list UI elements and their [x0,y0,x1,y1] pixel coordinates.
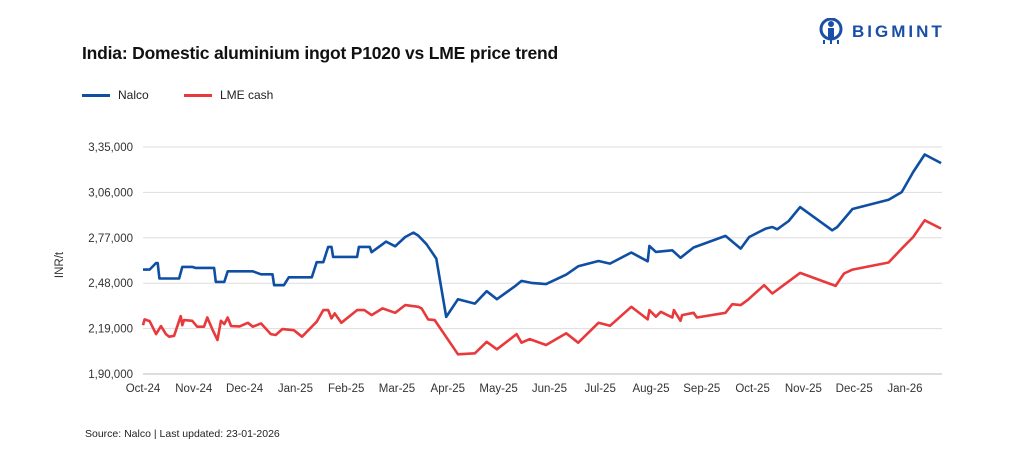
legend-swatch-lme [184,93,212,97]
x-tick-label: Mar-25 [379,383,415,395]
y-tick-label: 1,90,000 [88,369,133,381]
x-tick-label: Jan-25 [278,383,313,395]
x-tick-label: Apr-25 [431,383,466,395]
y-axis-label: INR/t [54,251,66,278]
y-tick-label: 3,06,000 [88,187,133,199]
x-tick-label: Oct-25 [735,383,770,395]
legend-label-lme: LME cash [220,88,274,102]
legend-label-nalco: Nalco [118,88,149,102]
y-tick-label: 2,48,000 [88,278,133,290]
source-note: Source: Nalco | Last updated: 23-01-2026 [85,428,280,440]
x-tick-label: Dec-25 [836,383,873,395]
x-tick-label: Feb-25 [328,383,364,395]
legend-item-lme: LME cash [184,88,273,102]
x-tick-label: Dec-24 [226,383,264,395]
x-tick-label: Jan-26 [887,383,922,395]
legend-swatch-nalco [82,93,110,97]
y-tick-label: 2,19,000 [88,324,133,336]
x-tick-label: May-25 [479,383,517,395]
x-tick-label: Oct-24 [126,383,161,395]
x-tick-label: Nov-25 [785,383,822,395]
x-tick-label: Jul-25 [585,383,616,395]
x-tick-label: Sep-25 [683,383,720,395]
x-tick-label: Aug-25 [632,383,669,395]
bigmint-logo-icon [819,18,843,44]
series-line-nalco [143,153,942,319]
legend-item-nalco: Nalco [82,88,149,102]
y-tick-label: 3,35,000 [88,142,133,154]
bigmint-logo: BIGMINT [818,18,945,46]
x-tick-label: Jun-25 [532,383,567,395]
logo-text: BIGMINT [852,22,945,41]
series-line-lme-cash [141,219,942,356]
y-tick-label: 2,77,000 [88,233,133,245]
chart-title: India: Domestic aluminium ingot P1020 vs… [82,43,558,63]
x-tick-label: Nov-24 [175,383,213,395]
